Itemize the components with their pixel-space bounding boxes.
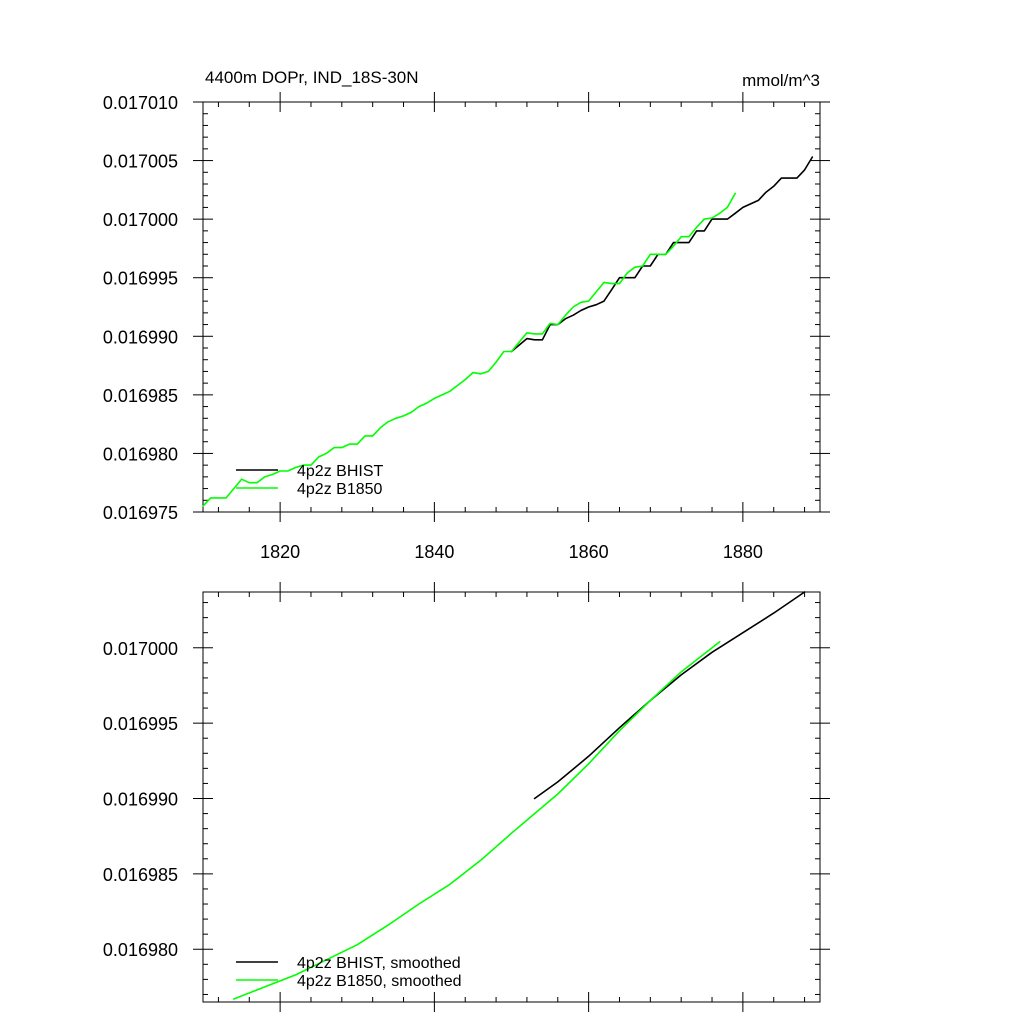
y-tick-label: 0.016985 [103,865,178,885]
y-tick-label: 0.016990 [103,790,178,810]
chart-title: 4400m DOPr, IND_18S-30N [205,68,419,87]
y-tick-label: 0.016980 [103,444,178,464]
x-tick-label: 1880 [723,542,763,562]
y-tick-label: 0.017000 [103,639,178,659]
legend-label: 4p2z B1850, smoothed [297,973,462,990]
y-tick-label: 0.017005 [103,152,178,172]
y-tick-label: 0.016995 [103,714,178,734]
y-tick-label: 0.016995 [103,269,178,289]
series-line [202,192,737,507]
y-tick-label: 0.016990 [103,327,178,347]
y-tick-label: 0.017000 [103,210,178,230]
y-tick-label: 0.016975 [103,503,178,523]
series-line [533,591,806,800]
series-line [233,640,721,1000]
top-panel: 4400m DOPr, IND_18S-30N mmol/m^3 1820 184… [103,68,830,562]
x-tick-label: 1820 [260,542,300,562]
bottom-panel: 0.016980 0.016985 0.016990 0.016995 0.017000… [103,582,830,1012]
x-tick-label: 1840 [414,542,454,562]
units-label: mmol/m^3 [742,71,820,90]
legend-label: 4p2z B1850 [297,481,383,498]
y-tick-label: 0.017010 [103,93,178,113]
plot-frame [202,101,821,513]
plot-frame [202,591,821,1003]
y-tick-label: 0.016985 [103,386,178,406]
legend-label: 4p2z BHIST [297,463,383,480]
x-tick-label: 1860 [569,542,609,562]
y-tick-label: 0.016980 [103,940,178,960]
legend-label: 4p2z BHIST, smoothed [297,955,461,972]
